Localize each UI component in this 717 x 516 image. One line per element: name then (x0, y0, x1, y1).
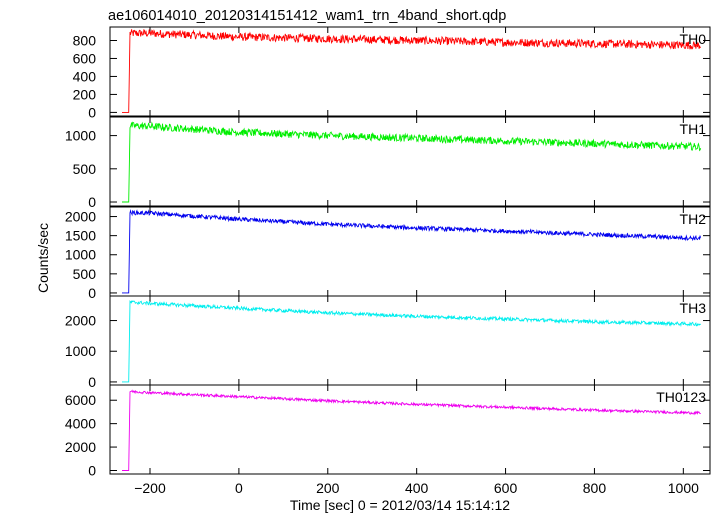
y-tick-label: 1500 (65, 228, 96, 244)
panel-label: TH1 (680, 121, 707, 137)
panel-label: TH2 (680, 211, 707, 227)
x-tick-label: 200 (316, 480, 340, 496)
x-tick-label: 800 (583, 480, 607, 496)
y-tick-label: 1000 (65, 343, 96, 359)
panel-frame (109, 295, 711, 386)
series-line-th2 (122, 209, 702, 294)
panel-frame (109, 26, 711, 117)
y-tick-label: 500 (73, 161, 97, 177)
x-tick-label: 600 (494, 480, 518, 496)
y-tick-label: 600 (73, 50, 97, 66)
panel-th2: 0 500 1000 1500 2000 TH2 (65, 206, 711, 301)
panel-th3: 0 1000 2000 TH3 (65, 295, 711, 390)
panel-frame (109, 116, 711, 207)
panel-label: TH3 (680, 300, 707, 316)
series-line-th0123 (122, 389, 701, 471)
x-tick-label: 400 (405, 480, 429, 496)
panel-th0123: 0 2000 4000 6000 TH0123 −200 0 200 400 600 800 1000 (65, 384, 711, 496)
panel-th0: 0 200 400 600 800 TH0 (73, 26, 711, 120)
y-axis-label: Counts/sec (35, 223, 51, 293)
series-line-th1 (122, 121, 702, 203)
series-line-th0 (122, 29, 701, 113)
y-tick-label: 500 (73, 266, 97, 282)
x-tick-label: 0 (235, 480, 243, 496)
y-tick-label: 800 (73, 32, 97, 48)
y-tick-label: 0 (88, 104, 96, 120)
panel-label: TH0 (680, 31, 707, 47)
series-line-th3 (122, 299, 701, 383)
y-tick-label: 2000 (65, 209, 96, 225)
y-tick-label: 2000 (65, 439, 96, 455)
y-tick-label: 2000 (65, 313, 96, 329)
x-tick-label: −200 (134, 480, 166, 496)
y-tick-label: 0 (88, 194, 96, 210)
y-tick-label: 1000 (65, 247, 96, 263)
x-tick-label: 1000 (668, 480, 699, 496)
y-tick-label: 1000 (65, 128, 96, 144)
panel-th1: 0 500 1000 TH1 (65, 116, 711, 210)
y-tick-label: 200 (73, 86, 97, 102)
y-tick-label: 400 (73, 68, 97, 84)
panel-frame (109, 206, 711, 297)
y-tick-label: 0 (88, 285, 96, 301)
y-tick-label: 0 (88, 462, 96, 478)
y-tick-label: 0 (88, 374, 96, 390)
panel-label: TH0123 (656, 389, 706, 405)
y-tick-label: 6000 (65, 392, 96, 408)
x-axis-label: Time [sec] 0 = 2012/03/14 15:14:12 (290, 497, 510, 513)
y-tick-label: 4000 (65, 416, 96, 432)
panel-frame (109, 384, 711, 475)
panels-group: 0 200 400 600 800 TH0 0 500 1000 TH1 0 500 1000 1500 2… (65, 26, 711, 496)
chart-title: ae106014010_20120314151412_wam1_trn_4ban… (108, 8, 506, 24)
